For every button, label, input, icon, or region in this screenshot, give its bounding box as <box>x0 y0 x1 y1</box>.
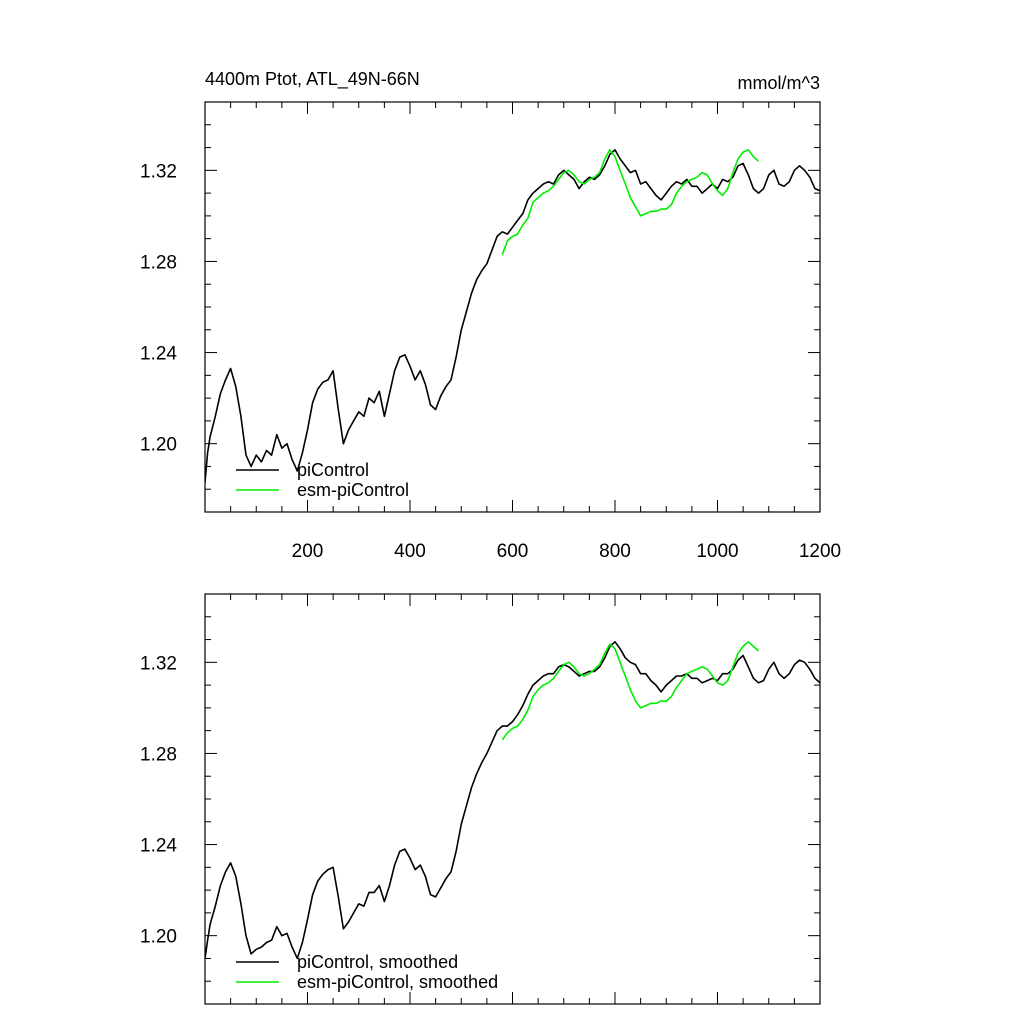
bottom-panel: 1.20 1.24 1.28 1.32 piControl, smoothedesm-p… <box>140 593 821 1005</box>
y-tick-label: 1.24 <box>140 344 177 365</box>
units-label: mmol/m^3 <box>738 73 820 93</box>
y-tick-label: 1.32 <box>140 653 177 674</box>
series-line <box>205 640 820 960</box>
plot-frame <box>204 593 821 1005</box>
x-tick-label: 400 <box>394 541 426 562</box>
x-tick-label: 600 <box>497 541 529 562</box>
y-tick-label: 1.28 <box>140 744 177 765</box>
y-tick-label: 1.20 <box>140 435 177 456</box>
x-tick-label: 200 <box>292 541 324 562</box>
chart-title: 4400m Ptot, ATL_49N-66N <box>205 69 420 90</box>
legend-label: esm-piControl <box>297 480 409 500</box>
top-panel: 4400m Ptot, ATL_49N-66N mmol/m^3 200 400 6… <box>140 69 841 562</box>
y-tick-label: 1.28 <box>140 252 177 273</box>
x-tick-label: 800 <box>599 541 631 562</box>
x-tick-label: 1200 <box>799 541 841 562</box>
y-tick-label: 1.32 <box>140 161 177 182</box>
series-line <box>205 149 820 483</box>
legend-label: piControl <box>297 460 369 480</box>
legend-label: esm-piControl, smoothed <box>297 972 498 992</box>
y-tick-label: 1.20 <box>140 927 177 948</box>
series-line <box>501 640 760 741</box>
series-line <box>501 149 760 255</box>
plot-frame <box>204 101 821 513</box>
y-tick-label: 1.24 <box>140 836 177 857</box>
x-tick-label: 1000 <box>696 541 738 562</box>
legend-label: piControl, smoothed <box>297 952 458 972</box>
